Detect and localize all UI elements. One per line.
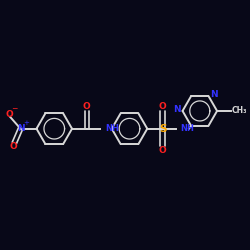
Text: O: O [159, 102, 166, 111]
Text: +: + [23, 120, 29, 126]
Text: N: N [173, 105, 180, 114]
Text: N: N [210, 90, 218, 98]
Text: −: − [11, 104, 18, 114]
Text: O: O [5, 110, 13, 120]
Text: NH: NH [180, 124, 194, 133]
Text: O: O [9, 142, 17, 151]
Text: O: O [159, 146, 166, 156]
Text: CH₃: CH₃ [232, 106, 247, 116]
Text: O: O [83, 102, 91, 111]
Text: NH: NH [105, 124, 119, 133]
Text: S: S [159, 124, 166, 134]
Text: N: N [17, 124, 24, 133]
